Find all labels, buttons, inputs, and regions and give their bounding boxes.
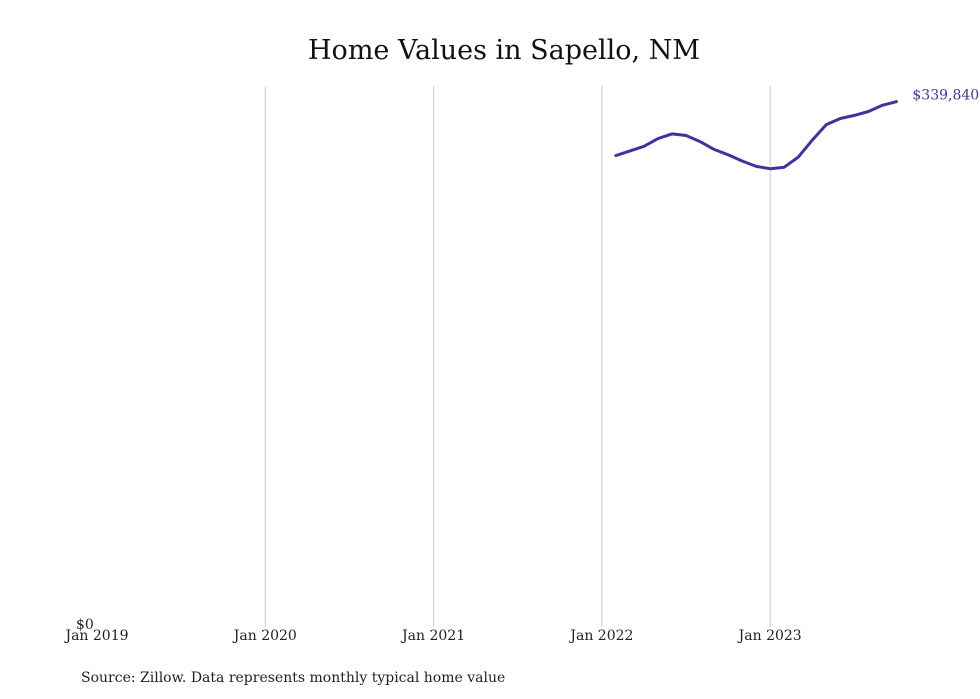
x-tick-label: Jan 2021 <box>400 628 465 644</box>
series-layer <box>614 100 898 171</box>
grid-layer <box>264 86 771 627</box>
series-line <box>614 100 898 171</box>
source-note: Source: Zillow. Data represents monthly … <box>81 670 505 686</box>
x-tick-label: Jan 2020 <box>232 628 297 644</box>
tick-layer: Jan 2019 Jan 2020 Jan 2021 Jan 2022 Jan 2023… <box>63 617 801 644</box>
x-tick-label: Jan 2022 <box>568 628 633 644</box>
chart-title: Home Values in Sapello, NM <box>308 35 700 66</box>
x-tick-label: Jan 2023 <box>737 628 802 644</box>
x-tick-label: Jan 2019 <box>63 628 128 644</box>
end-value-label: $339,840 <box>912 88 979 104</box>
y-tick-label: $0 <box>76 617 94 633</box>
